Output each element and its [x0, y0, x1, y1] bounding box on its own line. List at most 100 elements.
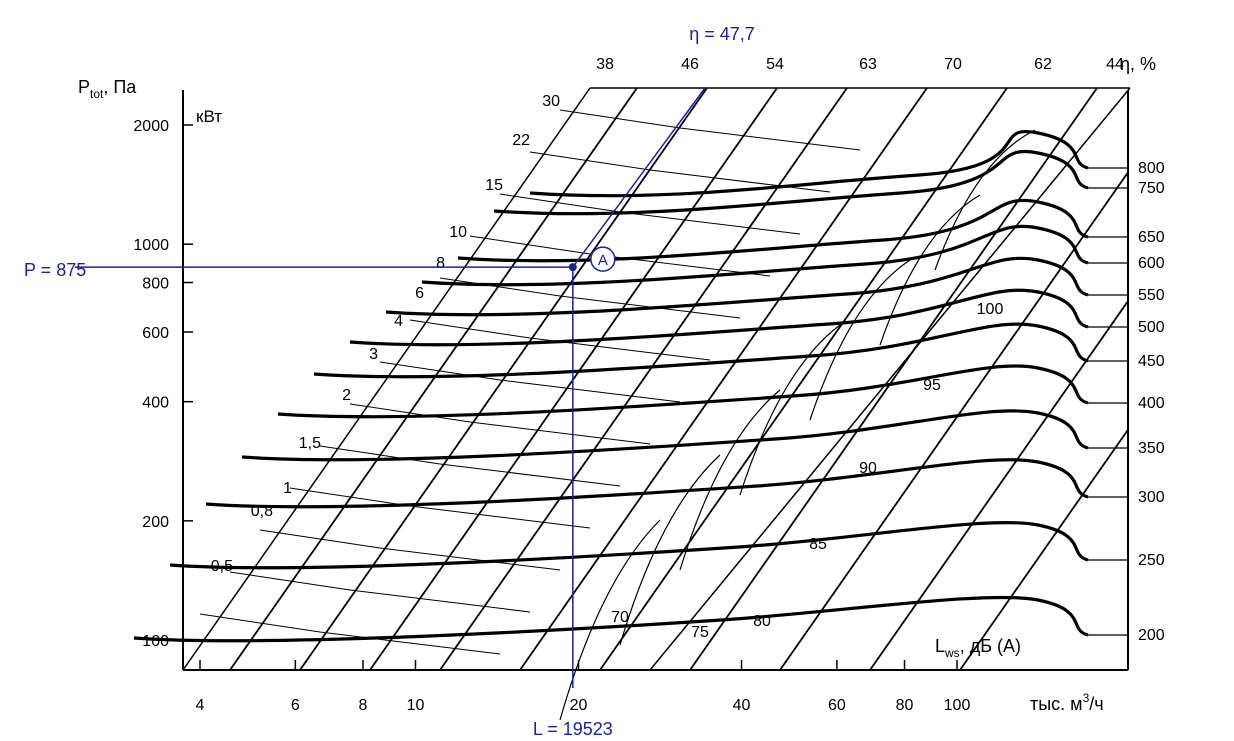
power-line — [229, 571, 531, 613]
efficiency-label: 38 — [596, 56, 614, 73]
efficiency-readout: η = 47,7 — [689, 24, 755, 44]
noise-curve — [879, 194, 981, 346]
power-line — [559, 109, 861, 151]
speed-curve — [493, 149, 1089, 216]
power-line — [409, 319, 711, 361]
efficiency-line — [869, 300, 1129, 671]
noise-label: 85 — [809, 536, 827, 553]
power-line — [199, 613, 501, 655]
speed-curve — [241, 409, 1089, 462]
x-tick-label: 20 — [570, 697, 588, 714]
noise-curve — [934, 129, 1036, 271]
efficiency-label: 54 — [766, 56, 784, 73]
noise-label: 80 — [753, 613, 771, 630]
x-tick-label: 8 — [359, 697, 368, 714]
y-tick-label: 2000 — [133, 118, 169, 135]
pressure-readout: P = 875 — [24, 260, 86, 280]
speed-curve — [313, 322, 1089, 379]
speed-curve — [133, 595, 1089, 643]
x-tick-label: 60 — [828, 697, 846, 714]
power-label: 4 — [394, 313, 403, 330]
y-tick-label: 400 — [142, 395, 169, 412]
power-label: 1,5 — [299, 435, 321, 452]
noise-label: 70 — [611, 609, 629, 626]
x-tick-label: 6 — [291, 697, 300, 714]
efficiency-line — [959, 429, 1129, 671]
power-label: 30 — [542, 93, 560, 110]
y-tick-label: 600 — [142, 325, 169, 342]
x-tick-label: 10 — [407, 697, 425, 714]
speed-label: 650 — [1138, 229, 1165, 246]
noise-curve — [619, 454, 721, 646]
grid-left-edge — [182, 87, 591, 671]
noise-label: 75 — [691, 624, 709, 641]
noise-curve — [809, 259, 911, 421]
speed-curve — [277, 364, 1089, 419]
power-label: 1 — [283, 480, 292, 497]
efficiency-line — [439, 87, 848, 671]
noise-curve — [679, 389, 781, 571]
power-label: 8 — [436, 255, 445, 272]
speed-label: 300 — [1138, 489, 1165, 506]
efficiency-label: 63 — [859, 56, 877, 73]
speed-label: 550 — [1138, 287, 1165, 304]
efficiency-axis-title: η, % — [1120, 54, 1156, 74]
power-label: 6 — [415, 285, 424, 302]
noise-label: 90 — [859, 460, 877, 477]
speed-curve — [169, 521, 1089, 570]
noise-curve — [559, 519, 661, 721]
efficiency-line — [299, 87, 708, 671]
power-line — [259, 529, 561, 571]
noise-curve — [739, 324, 841, 496]
speed-label: 400 — [1138, 395, 1165, 412]
y-axis-title: Ptot, Па — [78, 77, 137, 101]
x-axis-title: тыс. м3/ч — [1030, 691, 1104, 714]
power-label: 0,8 — [251, 503, 273, 520]
x-tick-label: 80 — [896, 697, 914, 714]
operating-point-label: A — [598, 252, 608, 269]
y-tick-label: 200 — [142, 514, 169, 531]
noise-axis-title: Lws, дБ (А) — [935, 636, 1021, 660]
efficiency-line — [779, 171, 1129, 671]
noise-label: 100 — [977, 301, 1004, 318]
power-line — [319, 445, 621, 487]
power-line — [379, 361, 681, 403]
power-label: 3 — [369, 346, 378, 363]
operating-point-marker — [568, 263, 577, 272]
power-label: 0,5 — [211, 558, 233, 575]
efficiency-line — [689, 87, 1098, 671]
x-tick-label: 4 — [196, 697, 205, 714]
speed-label: 600 — [1138, 255, 1165, 272]
speed-curve — [529, 130, 1089, 198]
speed-curve — [385, 256, 1089, 317]
efficiency-label: 44 — [1106, 56, 1124, 73]
x-tick-label: 100 — [944, 697, 971, 714]
speed-curve — [205, 458, 1089, 509]
power-line — [349, 403, 651, 445]
speed-label: 450 — [1138, 353, 1165, 370]
efficiency-label: 70 — [944, 56, 962, 73]
efficiency-label: 62 — [1034, 56, 1052, 73]
noise-label: 95 — [923, 377, 941, 394]
speed-label: 500 — [1138, 319, 1165, 336]
grid-right-edge — [649, 87, 1131, 671]
speed-label: 350 — [1138, 440, 1165, 457]
flow-readout: L = 19523 — [533, 719, 613, 739]
speed-label: 200 — [1138, 627, 1165, 644]
efficiency-label: 46 — [681, 56, 699, 73]
speed-label: 800 — [1138, 160, 1165, 177]
speed-curve — [421, 224, 1089, 287]
power-label: 2 — [342, 387, 351, 404]
speed-label: 750 — [1138, 180, 1165, 197]
y-tick-label: 1000 — [133, 237, 169, 254]
speed-curve — [457, 198, 1089, 263]
speed-curve — [349, 288, 1089, 347]
power-unit-label: кВт — [196, 107, 222, 126]
efficiency-line — [599, 87, 1008, 671]
efficiency-line — [229, 87, 638, 671]
y-tick-label: 100 — [142, 633, 169, 650]
power-line — [469, 235, 771, 277]
power-label: 22 — [512, 132, 530, 149]
